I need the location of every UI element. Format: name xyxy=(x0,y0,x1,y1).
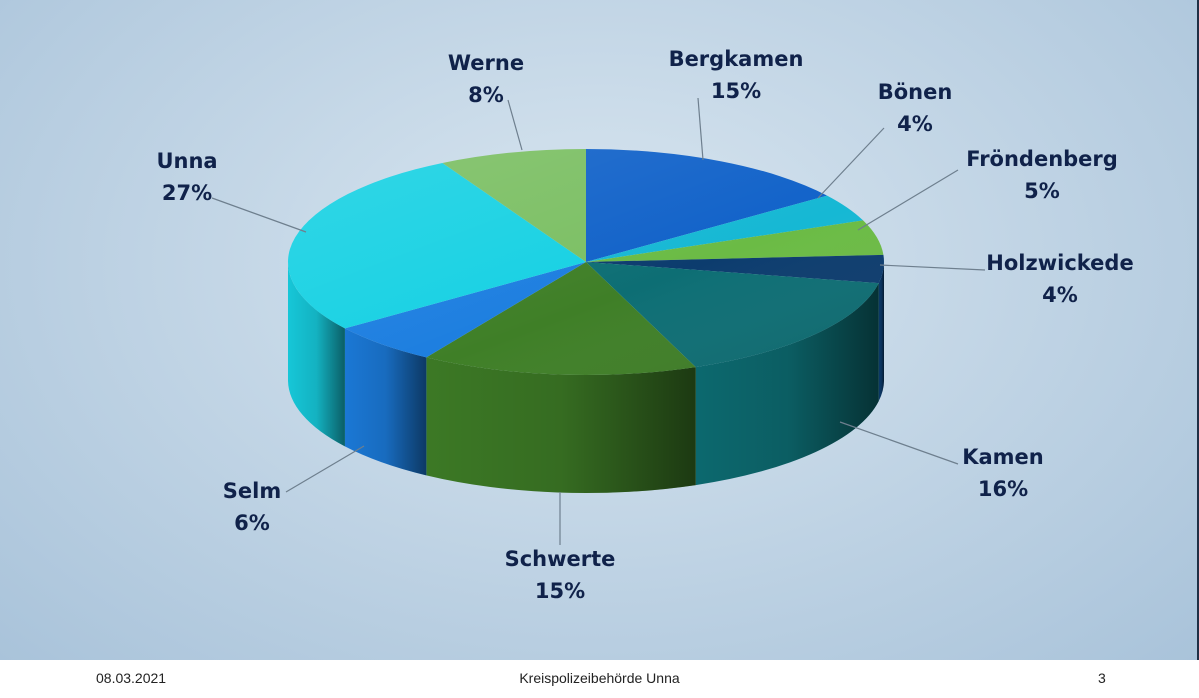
pie-sides xyxy=(288,262,885,493)
percent-label: 4% xyxy=(1042,283,1078,307)
slice-labels: Bergkamen 15% Bönen 4% Fröndenberg 5% Holzwick… xyxy=(156,47,1133,603)
leader-lines xyxy=(211,97,986,545)
leader-line-3 xyxy=(879,264,986,271)
leader-line-1 xyxy=(817,127,885,199)
pie-chart: Bergkamen 15% Bönen 4% Fröndenberg 5% Holzwick… xyxy=(156,47,1133,603)
leader-line-2 xyxy=(857,169,959,231)
leader-line-7 xyxy=(211,197,307,233)
percent-label: 15% xyxy=(535,579,585,603)
percent-label: 4% xyxy=(897,112,933,136)
percent-label: 16% xyxy=(978,477,1028,501)
leader-line-4 xyxy=(839,421,959,465)
footer-date: 08.03.2021 xyxy=(96,670,167,686)
percent-label: 8% xyxy=(468,83,504,107)
category-label: Werne xyxy=(448,51,524,75)
category-label: Schwerte xyxy=(505,547,616,571)
percent-label: 5% xyxy=(1024,179,1060,203)
percent-label: 27% xyxy=(162,181,212,205)
pie-side-6 xyxy=(344,328,427,476)
category-label: Unna xyxy=(156,149,217,173)
pie-side-7 xyxy=(288,262,345,447)
pie-side-4 xyxy=(695,283,879,486)
leader-line-0 xyxy=(697,97,704,161)
category-label: Selm xyxy=(223,479,281,503)
pie-top-sheen xyxy=(288,149,884,375)
category-label: Fröndenberg xyxy=(966,147,1118,171)
percent-label: 6% xyxy=(234,511,270,535)
slide-footer: 08.03.2021 Kreispolizeibehörde Unna 3 xyxy=(0,660,1199,698)
category-label: Holzwickede xyxy=(986,251,1133,275)
leader-line-8 xyxy=(507,99,523,151)
category-label: Bergkamen xyxy=(669,47,804,71)
category-label: Kamen xyxy=(962,445,1044,469)
leader-line-6 xyxy=(285,445,365,493)
footer-page-number: 3 xyxy=(1098,670,1106,686)
pie-side-3 xyxy=(878,262,885,402)
pie-side-5 xyxy=(426,357,696,493)
percent-label: 15% xyxy=(711,79,761,103)
pie-tops xyxy=(287,149,885,375)
category-label: Bönen xyxy=(878,80,953,104)
footer-organization: Kreispolizeibehörde Unna xyxy=(519,670,680,686)
slide: Bergkamen 15% Bönen 4% Fröndenberg 5% Holzwick… xyxy=(0,0,1199,660)
